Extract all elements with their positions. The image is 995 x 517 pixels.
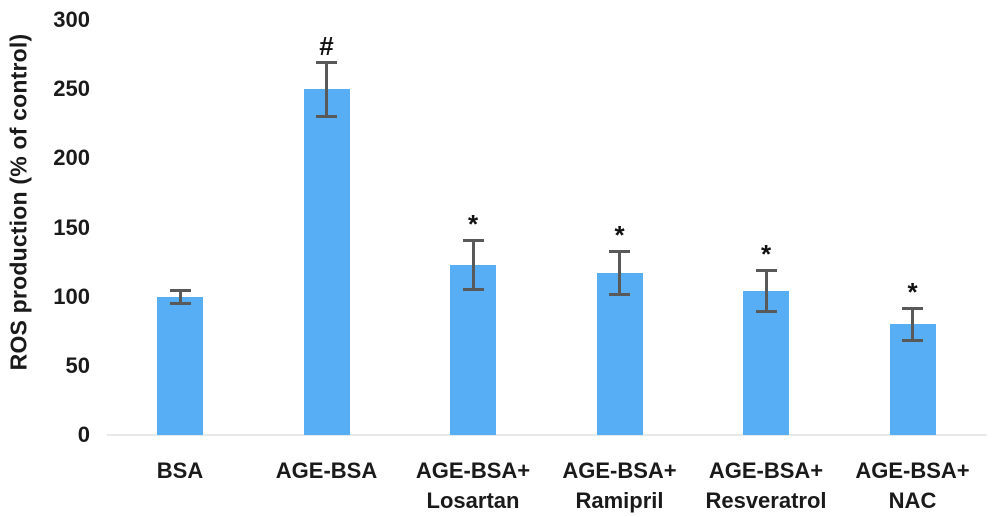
error-bar-bottom-cap-age-bsa-resveratrol [755,309,777,313]
category-label-line: AGE-BSA+ [415,458,531,483]
error-bar-bottom-cap-age-bsa-losartan [462,287,484,291]
error-bar-line-bsa [178,289,182,304]
error-bar-top-cap-age-bsa-nac [902,306,923,310]
y-tick-label: 300 [53,7,90,32]
y-tick-label: 100 [53,283,90,309]
bar-age-bsa [303,89,350,435]
error-bar-line-age-bsa-resveratrol [764,270,768,312]
error-bar-line-age-bsa-losartan [471,239,475,290]
category-label-line: AGE-BSA [275,458,378,483]
y-tick-label: 150 [53,214,90,240]
category-label-line: Resveratrol [705,488,827,513]
category-label-age-bsa-nac: AGE-BSA+ NAC [855,456,969,516]
category-label-age-bsa-losartan: AGE-BSA+ Losartan [416,456,530,516]
bar-age-bsa-losartan [450,264,496,435]
bar-age-bsa-nac [889,324,936,435]
category-label-line: BSA [156,458,204,483]
y-tick-label: 0 [77,422,90,447]
error-bar-bottom-cap-age-bsa-nac [902,338,923,342]
error-bar-top-cap-age-bsa [316,60,337,64]
category-label-bsa: BSA [157,456,203,486]
category-label-age-bsa-resveratrol: AGE-BSA+ Resveratrol [705,456,826,516]
error-bar-top-cap-age-bsa-ramipril [609,250,630,254]
x-axis-line [107,434,987,436]
y-tick-label: 200 [53,145,90,171]
error-bar-line-age-bsa [325,61,328,117]
category-label-line: AGE-BSA+ [562,458,677,483]
significance-marker-age-bsa-ramipril: * [614,220,625,251]
category-label-line: AGE-BSA+ [708,458,824,483]
error-bar-line-age-bsa-ramipril [618,251,621,296]
error-bar-top-cap-age-bsa-resveratrol [755,269,777,273]
category-label-line: AGE-BSA+ [855,458,970,483]
error-bar-bottom-cap-bsa [169,301,191,305]
y-tick-label: 250 [53,76,90,102]
error-bar-bottom-cap-age-bsa-ramipril [609,293,630,297]
significance-marker-age-bsa-resveratrol: * [760,239,772,270]
error-bar-top-cap-age-bsa-losartan [462,238,484,242]
category-label-age-bsa-ramipril: AGE-BSA+ Ramipril [562,456,676,516]
error-bar-bottom-cap-age-bsa [316,114,337,118]
category-label-line: NAC [888,488,937,513]
significance-marker-age-bsa: # [319,30,334,61]
category-label-line: Losartan [426,488,520,513]
significance-marker-age-bsa-nac: * [907,276,918,307]
category-label-age-bsa: AGE-BSA [276,456,377,486]
bar-age-bsa-ramipril [596,273,643,435]
bar-age-bsa-resveratrol [743,291,789,435]
error-bar-top-cap-bsa [169,288,191,292]
significance-marker-age-bsa-losartan: * [467,208,479,239]
category-label-line: Ramipril [575,488,664,513]
error-bar-line-age-bsa-nac [911,307,914,341]
bar-bsa [157,296,203,435]
y-tick-label: 50 [65,352,90,378]
